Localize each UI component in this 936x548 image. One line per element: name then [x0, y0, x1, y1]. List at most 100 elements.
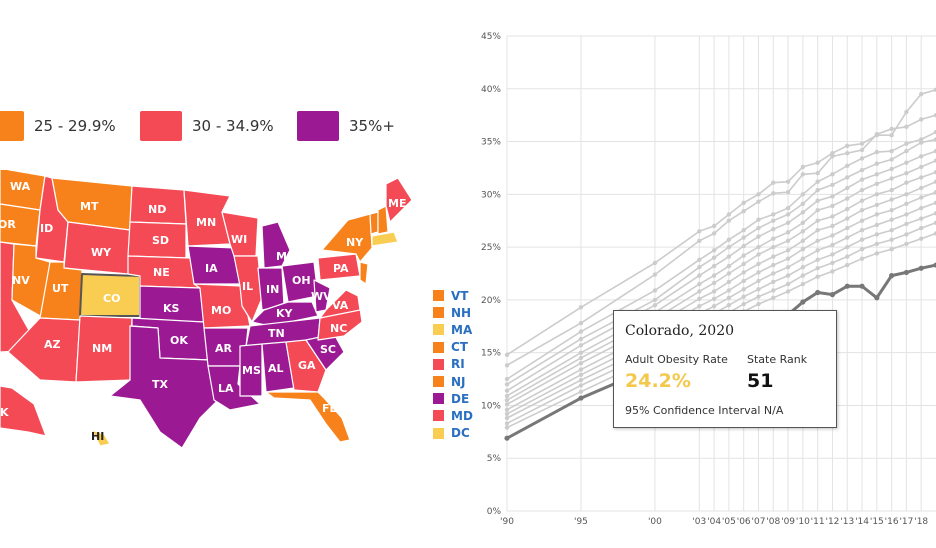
state-series-point — [785, 256, 791, 261]
state-series-point — [933, 148, 936, 154]
state-label-co: CO — [103, 292, 120, 305]
small-state-md[interactable]: MD — [433, 407, 473, 424]
y-tick-label: 5% — [487, 454, 502, 464]
colorado-series-point — [800, 299, 806, 305]
state-label-me: ME — [388, 197, 406, 210]
state-ak[interactable] — [0, 385, 47, 437]
state-series-point — [830, 182, 835, 188]
small-state-nh[interactable]: NH — [433, 304, 473, 321]
legend-swatch — [140, 111, 182, 141]
state-series-point — [830, 194, 835, 199]
state-series-point — [933, 211, 936, 216]
state-mi[interactable] — [261, 221, 291, 269]
small-state-nj[interactable]: NJ — [433, 373, 473, 390]
small-state-dc[interactable]: DC — [433, 425, 473, 442]
state-nh[interactable] — [377, 205, 389, 235]
state-ca[interactable] — [0, 241, 41, 353]
state-series-point — [845, 262, 850, 268]
x-tick-label: '00 — [648, 517, 662, 527]
colorado-series-point — [874, 295, 880, 301]
legend-item-25-29[interactable]: 25 - 29.9% — [0, 111, 116, 141]
tooltip-confidence-interval: 95% Confidence Interval N/A — [625, 404, 784, 417]
small-state-ri[interactable]: RI — [433, 356, 473, 373]
colorado-series-point — [504, 435, 510, 441]
small-state-swatch — [433, 324, 444, 336]
state-series-point — [771, 180, 776, 185]
small-state-swatch — [433, 393, 444, 405]
state-series-point — [756, 234, 761, 239]
state-series-point — [726, 244, 732, 250]
state-series-point — [874, 232, 880, 237]
small-state-ct[interactable]: CT — [433, 339, 473, 356]
state-series-point — [756, 225, 761, 231]
state-ma[interactable] — [371, 231, 399, 247]
state-series-point — [578, 361, 584, 366]
state-series-point — [815, 198, 820, 203]
state-series-point — [711, 304, 717, 309]
state-series-point — [919, 195, 924, 200]
state-series-point — [504, 382, 510, 387]
colorado-series-point — [829, 292, 836, 298]
state-va[interactable] — [319, 289, 361, 319]
state-series-point — [800, 164, 806, 170]
state-series-point — [845, 225, 850, 231]
state-series-point — [741, 243, 746, 249]
state-series-point — [830, 154, 835, 159]
legend-label: 30 - 34.9% — [192, 117, 274, 135]
state-label-id: ID — [40, 222, 53, 235]
state-hi[interactable] — [91, 429, 111, 447]
small-state-de[interactable]: DE — [433, 390, 473, 407]
state-series-point — [845, 235, 850, 240]
state-ms[interactable] — [239, 343, 263, 397]
state-me[interactable] — [385, 177, 413, 223]
legend-item-30-34[interactable]: 30 - 34.9% — [140, 111, 274, 141]
small-state-label: DE — [451, 391, 470, 406]
state-series-point — [756, 199, 761, 204]
us-map: WA OR ID MT NV UT WY CO AZ NM ND SD NE K… — [0, 170, 413, 449]
state-series-point — [859, 198, 865, 203]
state-series-point — [933, 112, 936, 118]
state-series-point — [711, 273, 717, 278]
legend-item-35-plus[interactable]: 35%+ — [297, 111, 395, 141]
state-mo[interactable] — [193, 283, 251, 329]
state-series-point — [889, 148, 894, 154]
state-series-point — [578, 372, 584, 378]
y-tick-label: 0% — [487, 507, 502, 517]
state-fl[interactable] — [265, 391, 351, 443]
state-series-point — [504, 425, 510, 430]
state-series-point — [741, 278, 746, 284]
state-series-point — [889, 187, 894, 193]
state-series-point — [785, 281, 791, 287]
small-state-ma[interactable]: MA — [433, 321, 473, 338]
state-series-point — [845, 216, 850, 221]
state-ga[interactable] — [285, 339, 327, 393]
state-series-point — [874, 172, 880, 177]
state-label-oh: OH — [292, 274, 311, 287]
state-series-point — [756, 244, 761, 250]
state-series-point — [904, 201, 909, 207]
state-series-point — [830, 214, 835, 219]
state-ny[interactable] — [321, 213, 373, 263]
state-series-point — [815, 207, 820, 213]
state-series-point — [741, 294, 746, 299]
state-nj[interactable] — [359, 261, 369, 285]
state-series-point — [697, 238, 702, 243]
state-series-point — [859, 147, 865, 153]
state-label-hi: HI — [91, 430, 104, 443]
state-series-point — [874, 251, 880, 256]
state-series-point — [771, 288, 776, 293]
state-vt[interactable] — [369, 211, 379, 235]
small-state-label: RI — [451, 357, 465, 372]
state-series-point — [504, 376, 510, 382]
state-series-point — [652, 260, 658, 266]
state-series-point — [726, 212, 732, 217]
state-label-wv: WV — [311, 290, 332, 303]
state-series-point — [726, 295, 732, 300]
state-series-point — [726, 237, 732, 242]
state-az[interactable] — [7, 317, 81, 383]
small-state-vt[interactable]: VT — [433, 287, 473, 304]
state-series-point — [815, 274, 820, 279]
state-tx[interactable] — [109, 325, 217, 449]
state-series-point — [652, 302, 658, 308]
state-series-point — [815, 228, 820, 233]
